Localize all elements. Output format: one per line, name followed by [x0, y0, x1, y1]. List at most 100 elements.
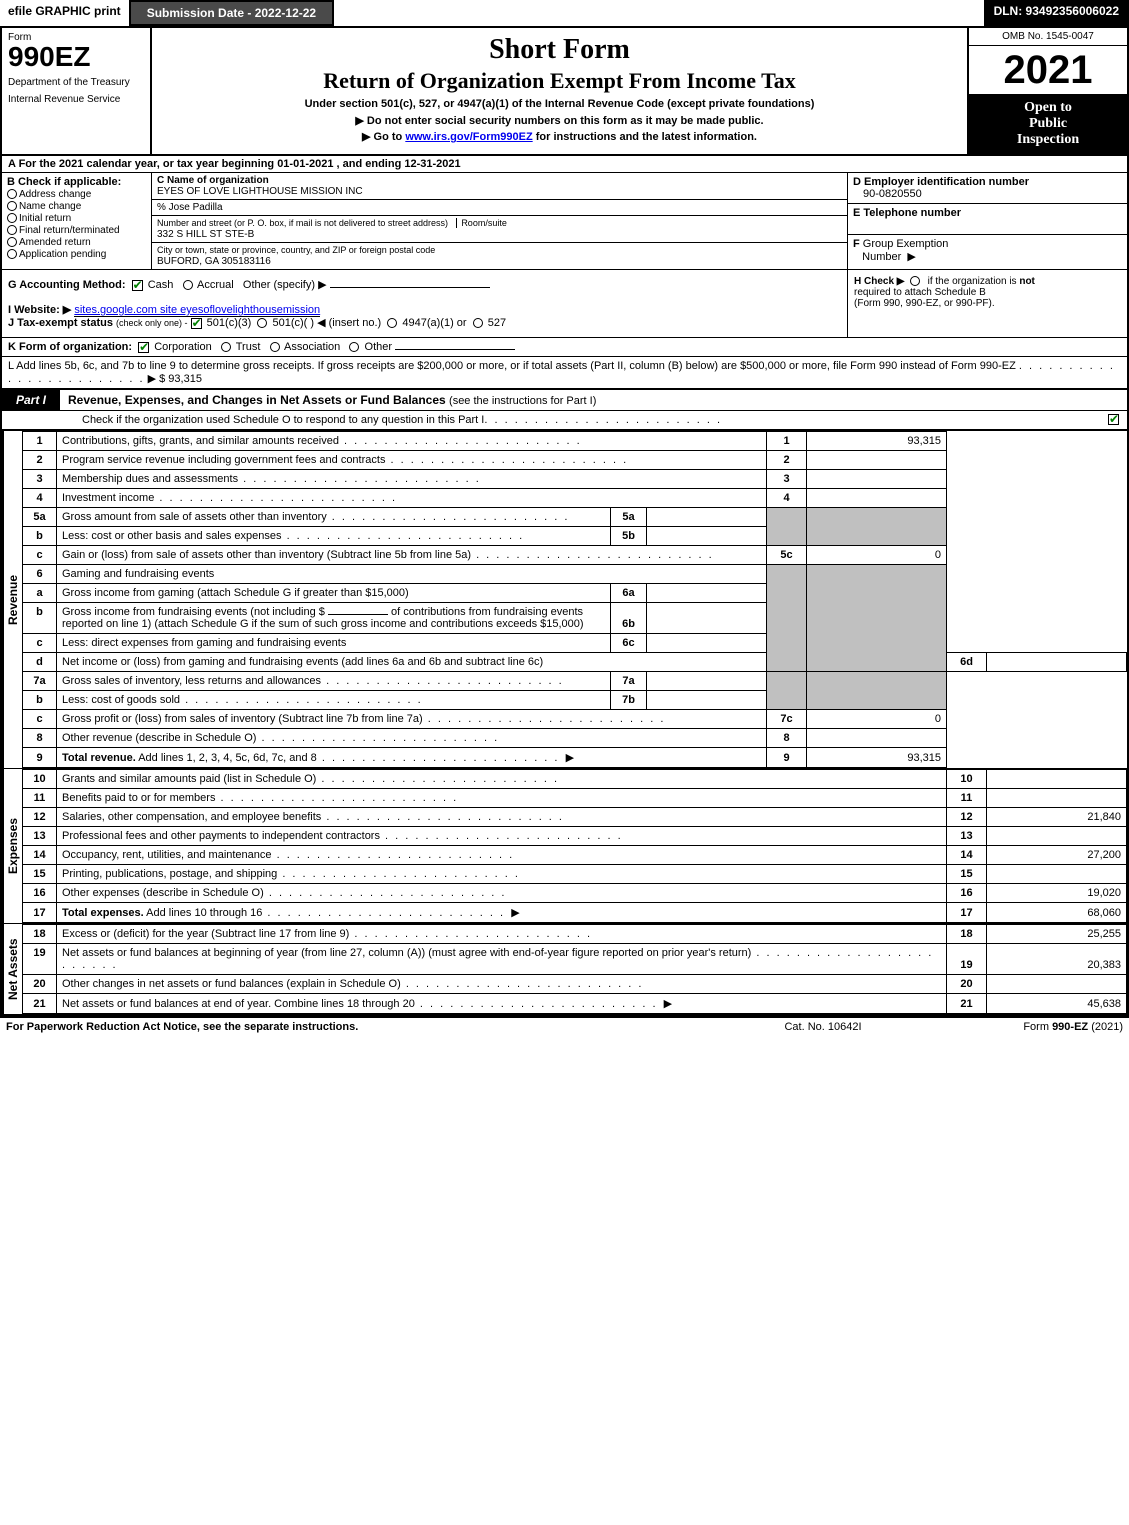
l-value: 93,315: [168, 373, 202, 385]
chk-amended-return[interactable]: Amended return: [7, 237, 146, 248]
chk-schedule-o[interactable]: [1108, 414, 1119, 425]
line-1: 1 Contributions, gifts, grants, and simi…: [23, 432, 1127, 451]
chk-501c[interactable]: [257, 318, 267, 328]
chk-other-org[interactable]: [349, 342, 359, 352]
chk-application-pending[interactable]: Application pending: [7, 249, 146, 260]
chk-address-change[interactable]: Address change: [7, 189, 146, 200]
amt-6d: [987, 653, 1127, 672]
g-other: Other (specify) ▶: [243, 279, 327, 291]
form-wrap: Form 990EZ Department of the Treasury In…: [0, 26, 1129, 1016]
amt-17: 68,060: [987, 903, 1127, 923]
chk-trust[interactable]: [221, 342, 231, 352]
form-id-box: Form 990EZ Department of the Treasury In…: [2, 28, 152, 154]
line-3: 3 Membership dues and assessments 3: [23, 470, 1127, 489]
line-6d: d Net income or (loss) from gaming and f…: [23, 653, 1127, 672]
subamt-5a: [647, 508, 767, 527]
footer-right-post: (2021): [1088, 1021, 1123, 1033]
line-6c: c Less: direct expenses from gaming and …: [23, 634, 1127, 653]
subamt-6c: [647, 634, 767, 653]
f-group-row: F Group Exemption Number ▶: [848, 235, 1127, 266]
care-of: % Jose Padilla: [157, 202, 223, 213]
chk-initial-return[interactable]: Initial return: [7, 213, 146, 224]
line-21: 21Net assets or fund balances at end of …: [23, 994, 1127, 1014]
c-name-row: C Name of organization EYES OF LOVE LIGH…: [152, 173, 847, 200]
right-box: OMB No. 1545-0047 2021 Open to Public In…: [967, 28, 1127, 154]
line-20: 20Other changes in net assets or fund ba…: [23, 975, 1127, 994]
form-number: 990EZ: [8, 43, 144, 71]
instr-ssn: ▶ Do not enter social security numbers o…: [162, 114, 957, 127]
part1-check-row: Check if the organization used Schedule …: [2, 411, 1127, 430]
dept-irs: Internal Revenue Service: [8, 94, 144, 105]
line-6: 6 Gaming and fundraising events: [23, 565, 1127, 584]
line-2: 2 Program service revenue including gove…: [23, 451, 1127, 470]
section-gh: G Accounting Method: Cash Accrual Other …: [2, 270, 1127, 338]
chk-h[interactable]: [910, 276, 920, 286]
spacer: [334, 0, 983, 26]
g-cash: Cash: [148, 279, 174, 291]
tax-year: 2021: [969, 46, 1127, 94]
part1-header: Part I Revenue, Expenses, and Changes in…: [2, 388, 1127, 411]
k-o1: Corporation: [154, 341, 211, 353]
revenue-section: Revenue 1 Contributions, gifts, grants, …: [2, 430, 1127, 768]
col-h: H Check ▶ if the organization is not req…: [847, 270, 1127, 337]
col-b: B Check if applicable: Address change Na…: [2, 173, 152, 269]
amt-13: [987, 827, 1127, 846]
chk-527[interactable]: [473, 318, 483, 328]
expenses-section: Expenses 10Grants and similar amounts pa…: [2, 768, 1127, 923]
dept-treasury: Department of the Treasury: [8, 77, 144, 88]
city-label: City or town, state or province, country…: [157, 245, 435, 255]
row-a-tax-year: A For the 2021 calendar year, or tax yea…: [2, 156, 1127, 173]
line-15: 15Printing, publications, postage, and s…: [23, 865, 1127, 884]
amt-18: 25,255: [987, 925, 1127, 944]
chk-501c3[interactable]: [191, 318, 202, 329]
revenue-table: 1 Contributions, gifts, grants, and simi…: [22, 431, 1127, 768]
j-sub: (check only one) -: [116, 318, 188, 328]
k-other-line: [395, 349, 515, 350]
chk-accrual[interactable]: [183, 280, 193, 290]
subamt-7b: [647, 691, 767, 710]
line-5c: c Gain or (loss) from sale of assets oth…: [23, 546, 1127, 565]
submission-date: Submission Date - 2022-12-22: [129, 0, 334, 26]
expenses-label: Expenses: [2, 769, 22, 923]
part1-title: Revenue, Expenses, and Changes in Net As…: [60, 390, 604, 410]
part1-title-text: Revenue, Expenses, and Changes in Net As…: [68, 393, 446, 407]
irs-link[interactable]: www.irs.gov/Form990EZ: [405, 131, 532, 143]
amt-10: [987, 770, 1127, 789]
l-text: L Add lines 5b, 6c, and 7b to line 9 to …: [8, 360, 1016, 372]
col-c: C Name of organization EYES OF LOVE LIGH…: [152, 173, 847, 269]
part1-check-text: Check if the organization used Schedule …: [82, 414, 484, 426]
amt-3: [807, 470, 947, 489]
title-box: Short Form Return of Organization Exempt…: [152, 28, 967, 154]
c-name-label: C Name of organization: [157, 175, 269, 186]
room-label: Room/suite: [456, 218, 507, 228]
line-12: 12Salaries, other compensation, and empl…: [23, 808, 1127, 827]
line-14: 14Occupancy, rent, utilities, and mainte…: [23, 846, 1127, 865]
amt-19: 20,383: [987, 944, 1127, 975]
j-o3: 4947(a)(1) or: [402, 317, 466, 329]
dln-label: DLN: 93492356006022: [984, 0, 1129, 26]
l-arrow: ▶ $: [148, 373, 166, 385]
chk-name-change[interactable]: Name change: [7, 201, 146, 212]
h-text2: if the organization is: [928, 276, 1017, 287]
street-address: 332 S HILL ST STE-B: [157, 229, 254, 240]
page-footer: For Paperwork Reduction Act Notice, see …: [0, 1016, 1129, 1036]
c-street-row: Number and street (or P. O. box, if mail…: [152, 216, 847, 243]
i-label: I Website: ▶: [8, 304, 71, 316]
k-label: K Form of organization:: [8, 341, 132, 353]
line-18: 18Excess or (deficit) for the year (Subt…: [23, 925, 1127, 944]
chk-cash[interactable]: [132, 280, 143, 291]
j-o4: 527: [488, 317, 506, 329]
chk-corporation[interactable]: [138, 342, 149, 353]
j-o2: 501(c)( ) ◀ (insert no.): [272, 317, 381, 329]
chk-4947[interactable]: [387, 318, 397, 328]
omb-number: OMB No. 1545-0047: [969, 28, 1127, 46]
line-17: 17Total expenses. Add lines 10 through 1…: [23, 903, 1127, 923]
chk-association[interactable]: [270, 342, 280, 352]
line-4: 4 Investment income 4: [23, 489, 1127, 508]
expenses-table: 10Grants and similar amounts paid (list …: [22, 769, 1127, 923]
instr-goto: ▶ Go to www.irs.gov/Form990EZ for instru…: [162, 130, 957, 143]
open-line1: Open to: [1024, 100, 1072, 115]
line-9: 9 Total revenue. Add lines 1, 2, 3, 4, 5…: [23, 748, 1127, 768]
amt-7c: 0: [807, 710, 947, 729]
chk-final-return[interactable]: Final return/terminated: [7, 225, 146, 236]
